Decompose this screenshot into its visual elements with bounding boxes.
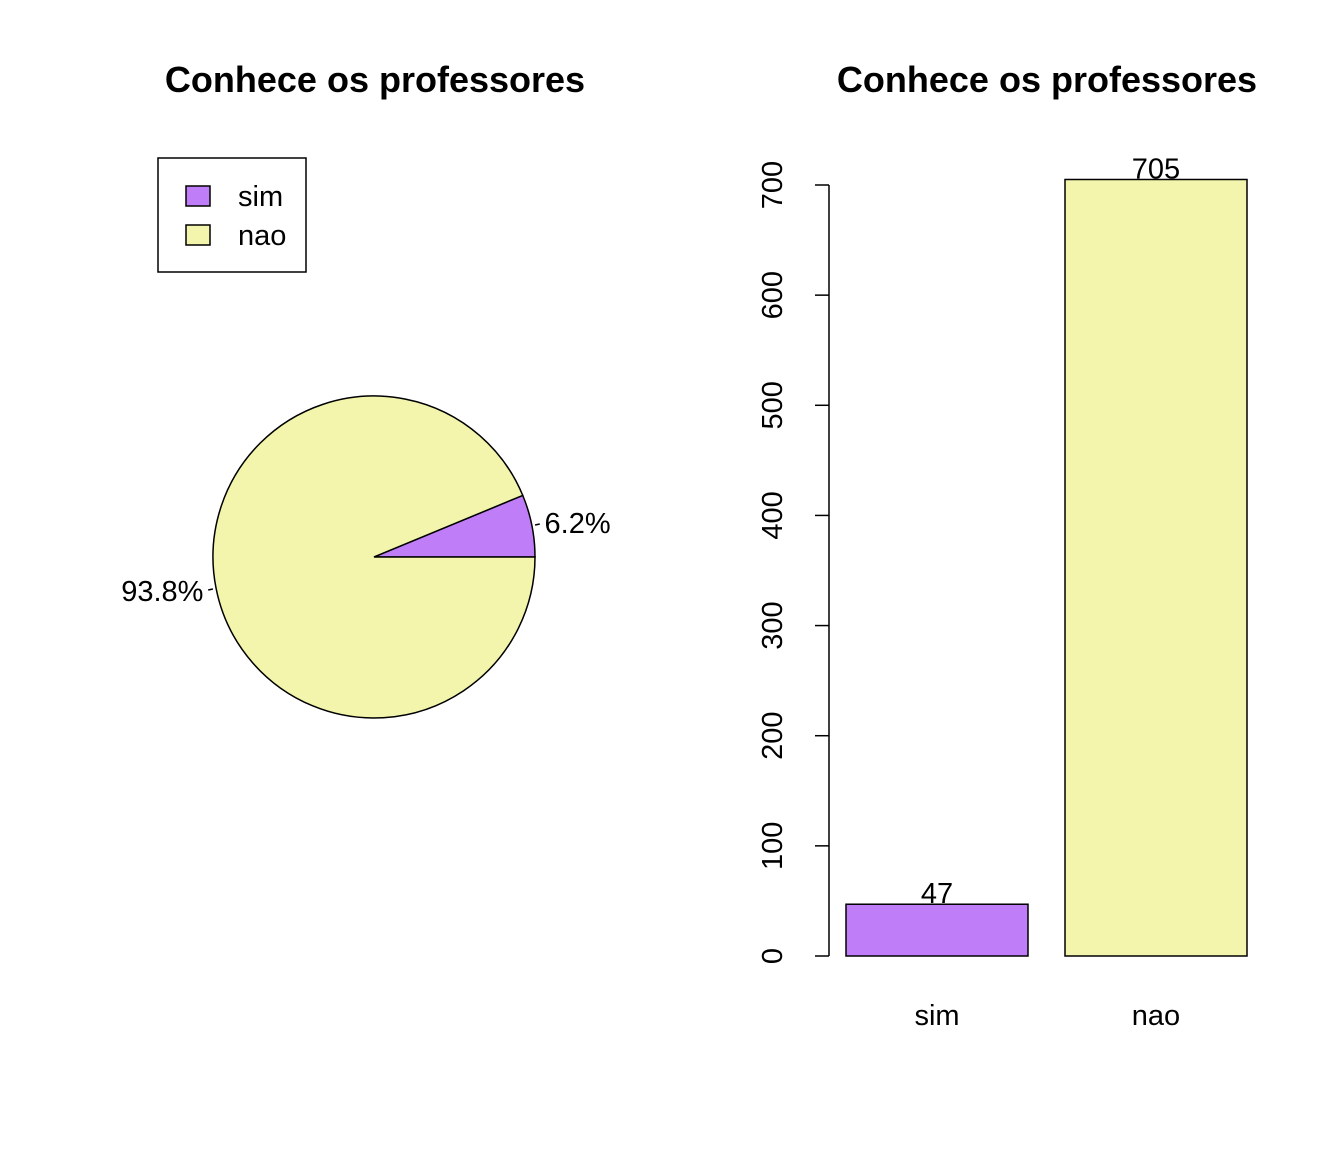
y-tick-label-500: 500	[757, 381, 789, 429]
bar-value-label-sim: 47	[921, 878, 953, 910]
pie-legend: sim nao	[157, 157, 307, 273]
bars: 47 sim 705 nao	[845, 153, 1248, 1032]
legend-swatch-nao	[185, 224, 211, 246]
y-tick-label-100: 100	[757, 822, 789, 870]
x-tick-label-nao: nao	[1132, 1000, 1180, 1032]
y-tick-label-300: 300	[757, 601, 789, 649]
pie-slices	[212, 395, 536, 719]
pie-slice-label-nao: 93.8%	[121, 576, 203, 608]
legend-box	[157, 157, 307, 273]
bar-panel: Conhece os professores 0 100 200 300 400 500 6…	[757, 59, 1257, 1032]
legend-label-sim: sim	[238, 181, 283, 213]
pie-slice-nao	[212, 395, 536, 719]
bar-title: Conhece os professores	[837, 59, 1257, 100]
pie-title: Conhece os professores	[165, 59, 585, 100]
y-tick-label-400: 400	[757, 491, 789, 539]
x-tick-label-sim: sim	[914, 1000, 959, 1032]
y-tick-label-600: 600	[757, 271, 789, 319]
pie-slice-label-sim: 6.2%	[545, 508, 611, 540]
bar-sim	[845, 903, 1029, 957]
y-tick-label-700: 700	[757, 161, 789, 209]
pie-label-tick-nao	[208, 588, 214, 591]
pie-label-tick-sim	[534, 523, 540, 526]
y-axis: 0 100 200 300 400 500 600 700	[757, 161, 830, 964]
legend-swatch-sim	[185, 185, 211, 207]
pie-labels: 6.2% 93.8%	[121, 508, 610, 608]
pie-panel: Conhece os professores sim nao 6.2% 93.8%	[121, 59, 611, 719]
bar-nao	[1064, 178, 1248, 957]
y-tick-label-0: 0	[757, 948, 789, 964]
bar-value-label-nao: 705	[1132, 153, 1180, 185]
legend-label-nao: nao	[238, 220, 286, 252]
y-tick-label-200: 200	[757, 712, 789, 760]
